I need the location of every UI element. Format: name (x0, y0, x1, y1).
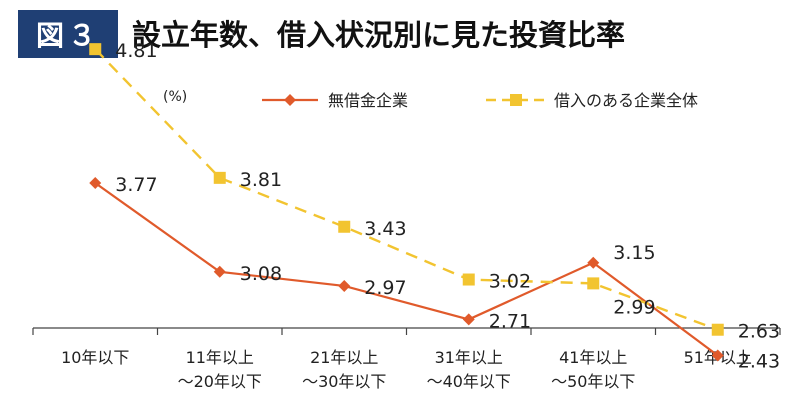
legend-marker-0 (284, 94, 296, 106)
data-label: 3.43 (364, 218, 406, 240)
figure-badge: 図３ (18, 10, 118, 58)
data-point-square (462, 273, 475, 286)
data-label: 3.02 (489, 271, 531, 293)
data-point-square (213, 171, 226, 184)
header: 図３ 設立年数、借入状況別に見た投資比率 (0, 0, 804, 62)
data-label: 3.08 (240, 263, 282, 285)
data-point-diamond (462, 313, 475, 326)
x-tick-label: ～30年以下 (302, 372, 386, 391)
x-tick-label: ～20年以下 (178, 372, 262, 391)
x-tick-label: 41年以上 (559, 348, 627, 367)
data-point-diamond (587, 256, 600, 269)
data-label: 3.81 (240, 169, 282, 191)
data-label: 4.81 (115, 40, 157, 62)
series-line-0 (94, 182, 719, 357)
legend-marker-1 (510, 94, 522, 106)
series-line-1 (94, 48, 719, 331)
data-label: 3.15 (613, 242, 655, 264)
unit-label: (%) (163, 89, 187, 105)
x-tick-label: 10年以下 (61, 348, 129, 367)
data-point-square (711, 323, 724, 336)
data-point-square (89, 43, 102, 56)
chart-title: 設立年数、借入状況別に見た投資比率 (132, 18, 626, 52)
data-label: 3.77 (115, 174, 157, 196)
data-point-square (587, 277, 600, 290)
data-point-square (338, 220, 351, 233)
data-point-diamond (89, 177, 102, 189)
data-point-diamond (711, 349, 724, 362)
x-tick-label: 31年以上 (435, 348, 503, 367)
x-tick-label: 11年以上 (186, 348, 254, 367)
legend-label-0: 無借金企業 (328, 91, 408, 110)
data-label: 2.43 (738, 350, 780, 372)
legend-label-1: 借入のある企業全体 (554, 91, 698, 110)
data-label: 2.63 (738, 321, 780, 343)
data-label: 2.71 (489, 310, 531, 332)
data-label: 2.99 (613, 296, 655, 318)
x-tick-label: ～50年以下 (551, 372, 635, 391)
x-tick-label: 21年以上 (310, 348, 378, 367)
data-label: 2.97 (364, 277, 406, 299)
data-point-diamond (213, 265, 226, 278)
x-tick-label: ～40年以下 (427, 372, 511, 391)
data-point-diamond (338, 279, 351, 292)
